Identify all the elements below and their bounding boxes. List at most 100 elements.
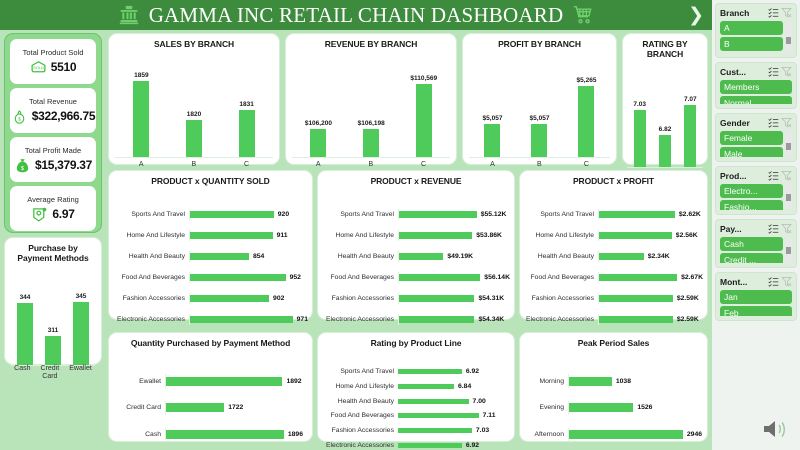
filter-scrollbar[interactable] (785, 184, 792, 210)
bar[interactable] (398, 368, 462, 374)
clear-filter-icon[interactable] (781, 170, 792, 181)
chart-rating-by-branch[interactable]: RATING BY BRANCH 7.03 6.82 7.07 (622, 33, 708, 178)
filter-branch[interactable]: Branch A B (715, 3, 797, 58)
bar-group: 6.82 (658, 93, 671, 167)
chart-revenue-by-branch[interactable]: REVENUE BY BRANCH $106,200 $106,198 $110… (285, 33, 457, 168)
chart-sales-by-branch[interactable]: SALES BY BRANCH 1859 1820 1831 (108, 33, 280, 168)
bar[interactable] (398, 413, 479, 419)
filter-option[interactable]: Male (720, 147, 783, 157)
bar[interactable] (399, 211, 477, 218)
bar[interactable] (569, 376, 612, 386)
filter-option[interactable]: B (720, 37, 783, 51)
bar-value-label: 1831 (239, 100, 254, 108)
multi-select-icon[interactable] (768, 170, 779, 181)
bar[interactable] (484, 124, 501, 157)
bar[interactable] (398, 428, 472, 434)
category-label: Sports And Travel (540, 211, 594, 218)
bar[interactable] (398, 443, 462, 449)
bar[interactable] (190, 232, 273, 239)
bar[interactable] (45, 336, 61, 365)
multi-select-icon[interactable] (768, 276, 779, 287)
bar[interactable] (599, 211, 675, 218)
bar[interactable] (415, 83, 432, 157)
filter-option[interactable]: Female (720, 131, 783, 145)
filter-month[interactable]: Mont... Jan Feb (715, 272, 797, 321)
clear-filter-icon[interactable] (781, 66, 792, 77)
chart-product-x-quantity-sold[interactable]: PRODUCT x QUANTITY SOLD Sports And Trave… (108, 170, 313, 325)
bar[interactable] (398, 398, 469, 404)
filter-option[interactable]: Credit ... (720, 253, 783, 263)
bar[interactable] (190, 211, 274, 218)
multi-select-icon[interactable] (768, 223, 779, 234)
bar[interactable] (190, 253, 249, 260)
filter-customer-type[interactable]: Cust... Members Normal (715, 62, 797, 109)
clear-filter-icon[interactable] (781, 276, 792, 287)
bar[interactable] (599, 316, 673, 323)
bar[interactable] (599, 253, 644, 260)
bar[interactable] (166, 376, 283, 386)
filter-option[interactable]: Electro... (720, 184, 783, 198)
bar[interactable] (684, 104, 697, 167)
filter-option[interactable]: A (720, 21, 783, 35)
chart-profit-by-branch[interactable]: PROFIT BY BRANCH $5,057 $5,057 $5,265 (462, 33, 617, 168)
bar[interactable] (310, 128, 327, 157)
chart-product-x-revenue[interactable]: PRODUCT x REVENUE Sports And Travel $55.… (317, 170, 515, 325)
bar[interactable] (569, 430, 683, 440)
bar[interactable] (599, 274, 678, 281)
chart-product-x-profit[interactable]: PRODUCT x PROFIT Sports And Travel $2.62… (519, 170, 708, 325)
multi-select-icon[interactable] (768, 66, 779, 77)
bar[interactable] (399, 316, 475, 323)
bar[interactable] (599, 295, 673, 302)
filter-option[interactable]: Feb (720, 306, 792, 316)
bar[interactable] (166, 430, 284, 440)
bar[interactable] (363, 128, 380, 157)
filter-option[interactable]: Fashio... (720, 200, 783, 210)
clear-filter-icon[interactable] (781, 7, 792, 18)
clear-filter-icon[interactable] (781, 223, 792, 234)
filter-option[interactable]: Jan (720, 290, 792, 304)
bar[interactable] (190, 274, 286, 281)
bar[interactable] (633, 110, 646, 167)
bar-value-label: 311 (47, 327, 59, 335)
money-bag-icon: $ (16, 158, 29, 172)
filter-option[interactable]: Normal (720, 96, 792, 104)
bar-group: $106,198 (358, 71, 385, 157)
bar[interactable] (399, 232, 473, 239)
multi-select-icon[interactable] (768, 7, 779, 18)
bar[interactable] (399, 253, 444, 260)
filter-option[interactable]: Members (720, 80, 792, 94)
chart-quantity-purchased-by-payment-method[interactable]: Quantity Purchased by Payment Method Ewa… (108, 332, 313, 442)
filter-scrollbar[interactable] (785, 237, 792, 263)
bar[interactable] (658, 135, 671, 167)
bar[interactable] (578, 85, 595, 157)
filter-payment[interactable]: Pay... Cash Credit ... (715, 219, 797, 268)
bar[interactable] (190, 316, 293, 323)
bar[interactable] (531, 124, 548, 157)
bar[interactable] (73, 302, 89, 365)
chevron-right-icon[interactable]: ❯ (688, 4, 704, 26)
chart-rating-by-product-line[interactable]: Rating by Product Line Sports And Travel… (317, 332, 515, 449)
bar[interactable] (133, 81, 150, 157)
bar[interactable] (399, 274, 481, 281)
bar[interactable] (190, 295, 270, 302)
bar[interactable] (185, 120, 202, 157)
filter-scrollbar[interactable] (785, 131, 792, 157)
bar[interactable] (238, 109, 255, 157)
chart-purchase-by-payment-methods[interactable]: Purchase by Payment Methods 344 311 345 (4, 237, 102, 380)
bar[interactable] (166, 403, 225, 413)
filter-option[interactable]: Cash (720, 237, 783, 251)
filter-product-line[interactable]: Prod... Electro... Fashio... (715, 166, 797, 215)
bar[interactable] (399, 295, 475, 302)
filter-scrollbar[interactable] (785, 21, 792, 53)
clear-filter-icon[interactable] (781, 117, 792, 128)
filter-gender[interactable]: Gender Female Male (715, 113, 797, 162)
bar[interactable] (569, 403, 634, 413)
chart-peak-period-sales[interactable]: Peak Period Sales Morning 1038 Evening 1… (519, 332, 708, 442)
bar[interactable] (599, 232, 672, 239)
speaker-volume-icon[interactable] (760, 416, 794, 442)
multi-select-icon[interactable] (768, 117, 779, 128)
bar[interactable] (17, 303, 33, 365)
bar[interactable] (398, 383, 454, 389)
kpi-label: Total Revenue (29, 96, 77, 106)
category-label: Fashion Accessories (531, 295, 594, 302)
